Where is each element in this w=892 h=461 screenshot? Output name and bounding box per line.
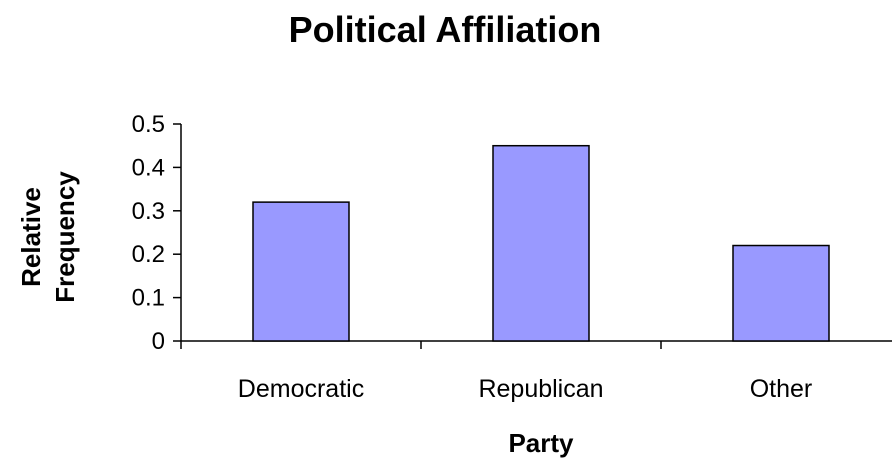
chart-title: Political Affiliation [289, 9, 602, 50]
y-tick-label: 0.1 [132, 285, 165, 312]
y-tick-label: 0.2 [132, 241, 165, 268]
y-axis-title-line-2: Frequency [50, 171, 80, 303]
y-tick-label: 0.4 [132, 154, 165, 181]
bar-republican [492, 144, 590, 342]
y-tick-label: 0 [152, 328, 165, 355]
x-category-label: Democratic [238, 375, 364, 403]
plot-area: 0 0.1 0.2 0.3 0.4 0.5 Democratic Republican Othe… [132, 111, 892, 403]
x-category-label: Republican [478, 375, 603, 403]
bar-other [732, 244, 830, 342]
x-axis-title: Party [508, 428, 574, 458]
y-axis-title: Relative Frequency [16, 171, 80, 303]
bar-democratic [252, 201, 350, 342]
y-axis-title-line-1: Relative [16, 187, 46, 287]
x-category-label: Other [750, 375, 813, 403]
y-tick-label: 0.3 [132, 198, 165, 225]
y-tick-label: 0.5 [132, 111, 165, 138]
